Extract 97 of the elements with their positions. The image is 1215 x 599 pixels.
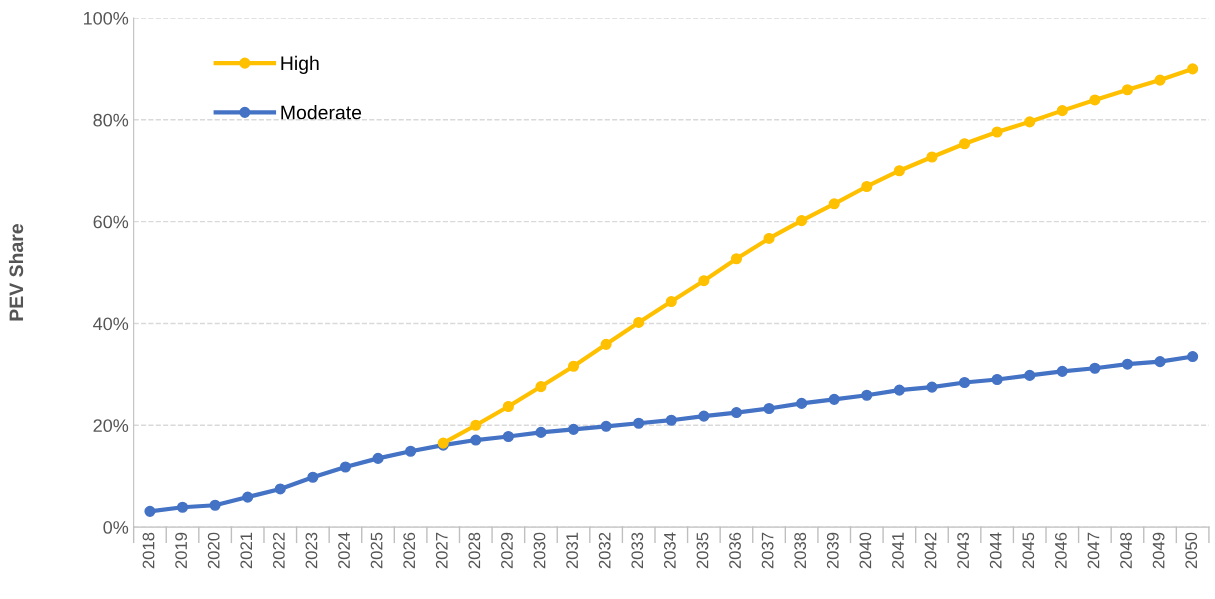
x-tick-label: 2044: [989, 532, 1002, 569]
point: [470, 419, 482, 431]
x-tick-label: 2024: [338, 532, 350, 569]
point: [1154, 74, 1166, 86]
point: [339, 461, 352, 473]
x-tick-label: 2045: [1022, 532, 1035, 569]
point: [763, 232, 775, 244]
y-axis-title: PEV Share: [8, 224, 24, 321]
x-tick-label: 2019: [175, 532, 187, 569]
point: [665, 296, 677, 308]
x-tick-label: 2021: [240, 532, 253, 569]
point: [144, 505, 156, 517]
point: [600, 420, 612, 432]
point: [633, 417, 645, 429]
x-tick-label: 2028: [468, 532, 481, 569]
point: [958, 376, 971, 389]
point: [926, 381, 938, 393]
point: [242, 491, 254, 503]
x-tick-label: 2036: [729, 532, 741, 569]
point: [861, 389, 873, 401]
x-tick-label: 2042: [924, 532, 937, 569]
x-tick-label: 2048: [1120, 532, 1132, 569]
x-tick-label: 2032: [598, 532, 611, 569]
point: [763, 402, 775, 415]
y-tick-label: 40%: [93, 317, 129, 331]
y-tick-label: 100%: [83, 11, 129, 25]
x-tick-label: 2037: [761, 532, 774, 569]
point: [209, 499, 221, 511]
x-tick-label: 2043: [957, 532, 970, 569]
point: [698, 410, 710, 422]
point: [1056, 105, 1068, 117]
x-tick-label: 2026: [403, 532, 416, 569]
x-tick-label: 2020: [207, 532, 220, 569]
x-tick-label: 2018: [142, 532, 155, 569]
x-tick-label: 2049: [1152, 532, 1165, 569]
point: [698, 275, 710, 287]
x-tick-label: 2033: [631, 532, 644, 569]
point: [1154, 356, 1166, 368]
point: [861, 180, 873, 193]
x-tick-label: 2030: [533, 532, 546, 569]
point: [991, 373, 1003, 386]
point: [1089, 362, 1101, 374]
point: [958, 138, 971, 150]
point: [470, 434, 482, 446]
point: [535, 426, 547, 438]
y-tick-label: 60%: [93, 215, 129, 229]
point: [633, 316, 645, 328]
x-tick-label: 2035: [696, 532, 709, 569]
x-tick-label: 2038: [794, 532, 807, 569]
point: [828, 393, 840, 405]
point: [1187, 350, 1199, 363]
x-tick-label: 2027: [435, 532, 448, 569]
y-tick-label: 0%: [103, 521, 129, 534]
point: [991, 126, 1003, 138]
point: [1024, 116, 1036, 128]
point: [567, 360, 580, 372]
point: [893, 384, 905, 396]
point: [274, 483, 286, 495]
point: [1121, 358, 1134, 370]
legend-label: High: [281, 55, 319, 74]
point: [1056, 365, 1068, 377]
x-tick-label: 2039: [826, 532, 839, 569]
y-tick-label: 20%: [93, 419, 129, 433]
point: [796, 397, 808, 409]
point: [828, 198, 840, 210]
point: [535, 381, 547, 393]
point: [1187, 63, 1199, 75]
point: [893, 165, 905, 177]
x-tick-label: 2022: [272, 532, 285, 569]
x-tick-label: 2025: [370, 532, 383, 569]
point: [502, 400, 514, 413]
y-tick-label: 80%: [93, 113, 129, 127]
x-tick-label: 2050: [1185, 532, 1198, 569]
x-tick-label: 2029: [501, 532, 513, 569]
point: [600, 338, 612, 350]
x-tick-label: 2031: [566, 532, 579, 569]
point: [307, 471, 319, 483]
point: [567, 423, 580, 435]
point: [502, 430, 514, 443]
point: [405, 445, 417, 457]
x-tick-label: 2040: [859, 532, 872, 569]
point: [926, 151, 938, 163]
x-tick-label: 2034: [663, 532, 676, 569]
point: [1089, 94, 1101, 106]
point: [665, 414, 677, 426]
point: [372, 452, 384, 464]
x-tick-label: 2047: [1087, 532, 1100, 569]
x-tick-label: 2023: [305, 532, 318, 569]
point: [1121, 84, 1134, 96]
x-tick-label: 2046: [1054, 532, 1067, 569]
point: [176, 501, 189, 513]
point: [730, 253, 743, 265]
legend-label: Moderate: [281, 105, 362, 120]
point: [1024, 369, 1036, 381]
point: [796, 215, 808, 227]
x-tick-label: 2041: [892, 532, 904, 569]
point: [730, 407, 743, 419]
